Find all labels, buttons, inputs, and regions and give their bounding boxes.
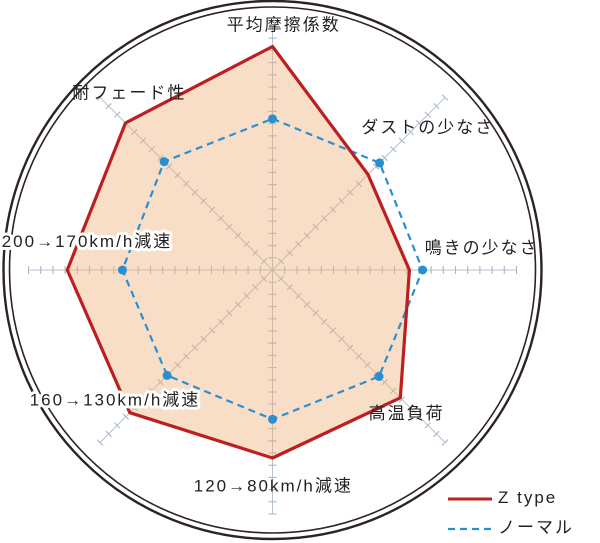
svg-text:鳴きの少なさ: 鳴きの少なさ bbox=[425, 239, 539, 258]
svg-text:耐フェード性: 耐フェード性 bbox=[72, 83, 186, 102]
svg-text:160→130km/h減速: 160→130km/h減速 bbox=[30, 390, 201, 409]
svg-text:ダストの少なさ: ダストの少なさ bbox=[361, 118, 494, 137]
svg-text:Z type: Z type bbox=[498, 488, 557, 507]
svg-text:200→170km/h減速: 200→170km/h減速 bbox=[2, 232, 173, 251]
svg-text:120→80km/h減速: 120→80km/h減速 bbox=[194, 477, 353, 496]
svg-text:平均摩擦係数: 平均摩擦係数 bbox=[227, 16, 341, 35]
svg-text:高温負荷: 高温負荷 bbox=[369, 404, 445, 423]
svg-text:ノーマル: ノーマル bbox=[498, 518, 574, 537]
